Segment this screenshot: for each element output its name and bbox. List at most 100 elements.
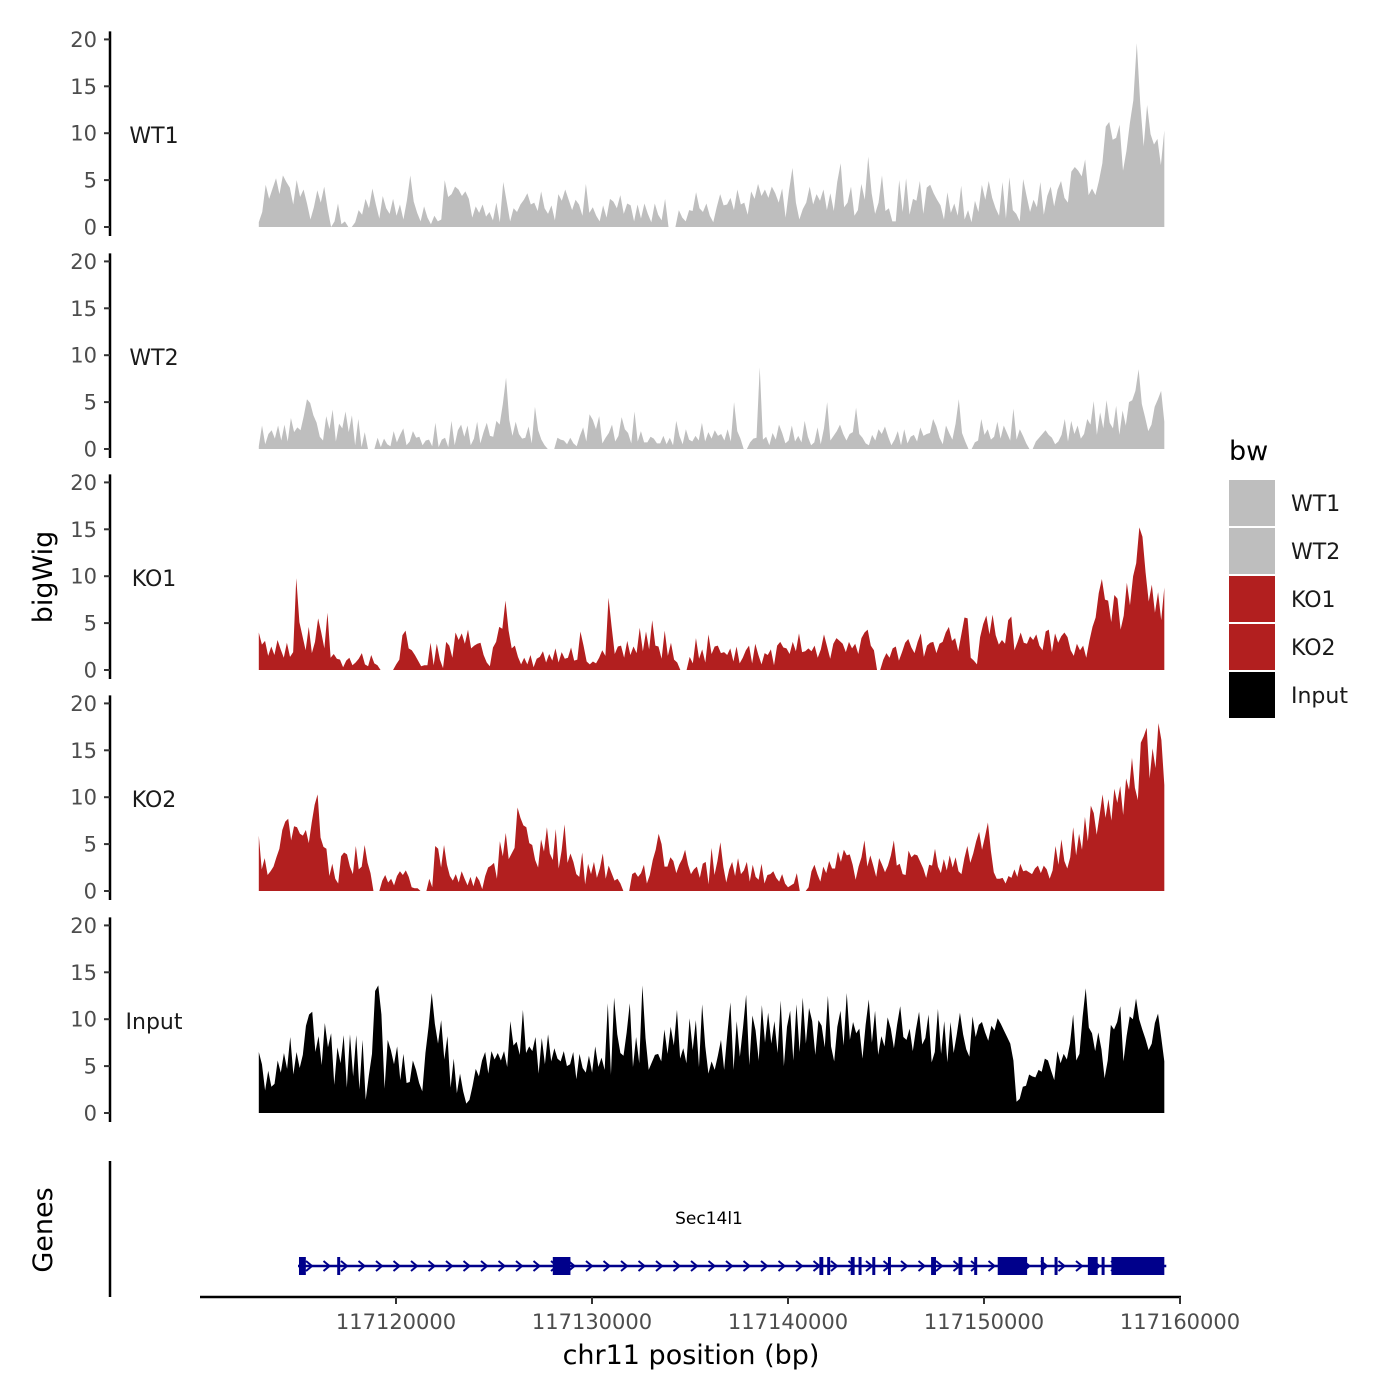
y-tick-label: 5 [84, 833, 97, 857]
strand-arrow [672, 1260, 682, 1272]
legend-item-input: Input [1229, 672, 1348, 718]
track-wt1: 0 5 10 15 20 WT1 [70, 28, 1165, 240]
legend-swatch [1229, 672, 1275, 718]
y-tick-label: 5 [84, 169, 97, 193]
legend-label: KO1 [1291, 588, 1336, 613]
track-label: KO2 [132, 788, 177, 813]
y-tick-label: 20 [70, 471, 97, 495]
strand-arrow [445, 1260, 454, 1272]
exon [850, 1257, 855, 1275]
exon [958, 1257, 963, 1275]
strand-arrow [742, 1260, 752, 1272]
y-tick-label: 20 [70, 692, 97, 716]
coverage-area-ko1 [258, 527, 1165, 670]
legend-label: WT1 [1291, 492, 1340, 517]
strand-arrow [340, 1260, 349, 1272]
exon [974, 1257, 978, 1275]
y-tick-label: 15 [70, 518, 97, 542]
track-ko2: 0 5 10 15 20 KO2 [70, 692, 1165, 904]
legend-item-ko1: KO1 [1229, 576, 1336, 622]
track-label: Input [126, 1010, 183, 1035]
x-axis: 117120000 117130000 117140000 117150000 1171… [200, 1295, 1240, 1334]
strand-arrow [585, 1260, 594, 1272]
strand-arrow [305, 1260, 314, 1272]
y-tick-label: 10 [70, 1008, 97, 1032]
exon [337, 1257, 341, 1275]
gene-panel-title: Genes [28, 1187, 59, 1272]
y-tick-label: 5 [84, 612, 97, 636]
strand-arrow [357, 1260, 367, 1272]
track-label: KO1 [132, 567, 177, 592]
y-tick-label: 0 [84, 438, 97, 462]
strand-arrow [987, 1260, 997, 1272]
y-tick-label: 15 [70, 75, 97, 99]
coverage-area-input [258, 985, 1165, 1113]
x-tick-label: 117140000 [728, 1310, 848, 1334]
legend-label: Input [1291, 684, 1348, 709]
strand-arrow [900, 1260, 909, 1272]
y-tick-label: 5 [84, 391, 97, 415]
x-tick-label: 117120000 [336, 1310, 456, 1334]
legend-swatch [1229, 480, 1275, 526]
y-tick-label: 10 [70, 565, 97, 589]
legend-label: KO2 [1291, 636, 1336, 661]
strand-arrow [567, 1260, 577, 1272]
strand-arrow [392, 1260, 402, 1272]
track-label: WT2 [129, 346, 178, 371]
y-tick-label: 20 [70, 28, 97, 52]
track-wt2: 0 5 10 15 20 WT2 [70, 250, 1165, 462]
exon [1040, 1257, 1044, 1275]
y-tick-label: 20 [70, 914, 97, 938]
legend-item-ko2: KO2 [1229, 624, 1336, 670]
bigwig-tracks: 0 5 10 15 20 WT1 0 5 10 15 20 WT2 0 5 10 15 20 KO1 0 5 10 15 2… [70, 28, 1165, 1126]
exon [1111, 1257, 1165, 1275]
track-ko1: 0 5 10 15 20 KO1 [70, 471, 1165, 683]
y-tick-label: 10 [70, 122, 97, 146]
track-input: 0 5 10 15 20 Input [70, 914, 1165, 1126]
y-tick-label: 5 [84, 1055, 97, 1079]
strand-arrow [795, 1260, 804, 1272]
strand-arrow [532, 1260, 542, 1272]
exon [1087, 1257, 1098, 1275]
y-tick-label: 15 [70, 297, 97, 321]
strand-arrow [497, 1260, 507, 1272]
coverage-area-wt2 [258, 367, 1165, 449]
exon [887, 1257, 891, 1275]
strand-arrow [462, 1260, 472, 1272]
x-axis-title: chr11 position (bp) [563, 1340, 820, 1371]
strand-arrow [480, 1260, 489, 1272]
strand-arrow [830, 1260, 839, 1272]
exon [827, 1257, 831, 1275]
exon [1054, 1257, 1058, 1275]
exon [1101, 1257, 1105, 1275]
exon [552, 1257, 571, 1275]
strand-arrow [917, 1260, 927, 1272]
exon [931, 1257, 936, 1275]
legend-label: WT2 [1291, 540, 1340, 565]
legend-item-wt1: WT1 [1229, 480, 1340, 526]
strand-arrow [322, 1260, 332, 1272]
strand-arrow [375, 1260, 384, 1272]
strand-arrow [602, 1260, 612, 1272]
strand-arrow [1075, 1260, 1084, 1272]
y-tick-label: 15 [70, 739, 97, 763]
y-tick-label: 0 [84, 659, 97, 683]
legend-item-wt2: WT2 [1229, 528, 1340, 574]
y-tick-label: 0 [84, 216, 97, 240]
legend-swatch [1229, 528, 1275, 574]
exon [872, 1257, 876, 1275]
y-axis-title: bigWig [28, 531, 59, 624]
y-tick-label: 10 [70, 344, 97, 368]
strand-arrow [725, 1260, 734, 1272]
exon [858, 1257, 862, 1275]
strand-arrow [427, 1260, 437, 1272]
strand-arrow [707, 1260, 717, 1272]
strand-arrow [515, 1260, 524, 1272]
legend-title: bw [1229, 436, 1268, 467]
legend: WT1 WT2 KO1 KO2 Input [1229, 480, 1348, 718]
strand-arrow [620, 1260, 629, 1272]
strand-arrow [410, 1260, 419, 1272]
track-label: WT1 [129, 124, 178, 149]
coverage-area-ko2 [258, 723, 1165, 891]
